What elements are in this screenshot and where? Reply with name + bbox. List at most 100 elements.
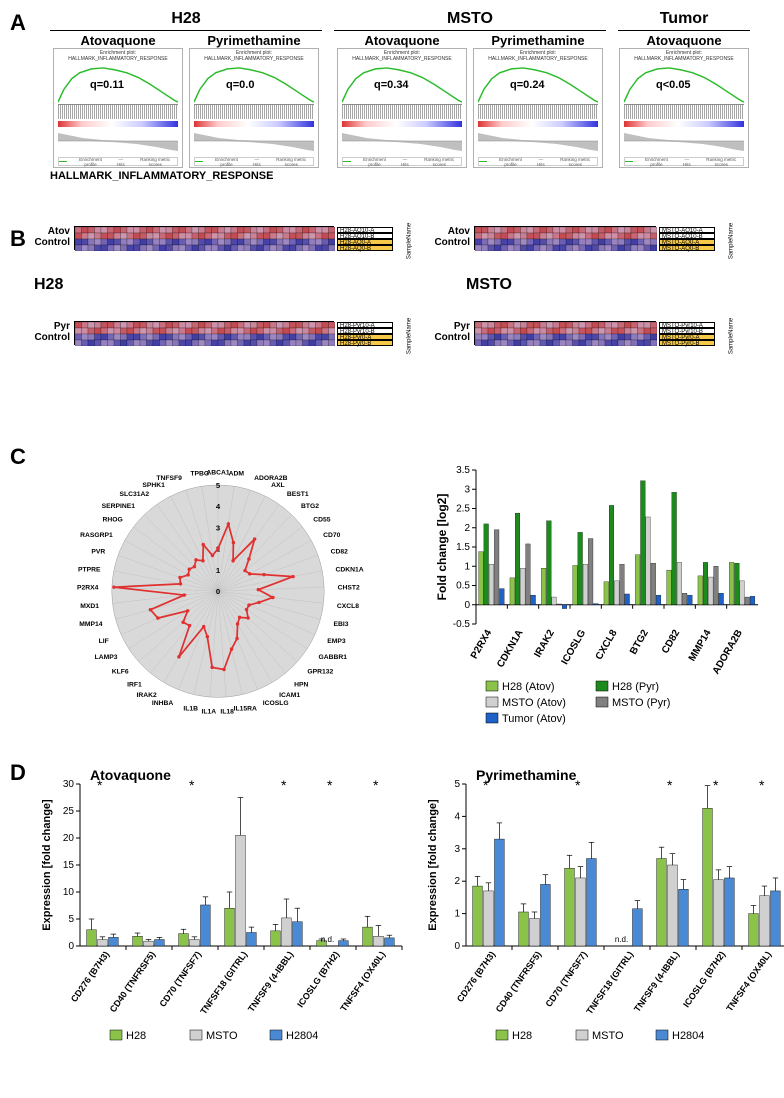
panel-d-letter: D [10,760,26,786]
svg-text:2: 2 [464,523,470,534]
svg-text:0: 0 [464,600,470,611]
svg-text:*: * [281,777,287,793]
svg-text:0: 0 [68,941,74,952]
svg-text:MSTO (Atov): MSTO (Atov) [502,697,566,709]
svg-text:LAMP3: LAMP3 [95,654,118,661]
svg-text:5: 5 [454,779,460,790]
svg-text:SPHK1: SPHK1 [142,482,165,489]
svg-text:IL18: IL18 [220,708,234,715]
svg-text:P2RX4: P2RX4 [469,628,495,661]
svg-text:3: 3 [216,523,221,532]
panel-d: D 051015202530Expression [fold change]At… [14,760,770,1080]
svg-text:SLC31A2: SLC31A2 [119,491,149,498]
svg-text:0.5: 0.5 [456,581,470,592]
svg-text:TNFSF18 (GITRL): TNFSF18 (GITRL) [584,949,635,1016]
svg-text:10: 10 [63,887,75,898]
svg-text:H28 (Atov): H28 (Atov) [502,681,555,693]
svg-text:MSTO (Pyr): MSTO (Pyr) [612,697,670,709]
svg-text:TNFSF9 (4-IBBL): TNFSF9 (4-IBBL) [632,949,681,1013]
svg-text:Pyrimethamine: Pyrimethamine [476,767,577,783]
svg-text:5: 5 [68,914,74,925]
svg-text:P2RX4: P2RX4 [77,584,99,591]
svg-text:0: 0 [216,587,220,596]
svg-text:*: * [713,777,719,793]
svg-text:MMP14: MMP14 [79,621,103,628]
svg-text:CD276 (B7H3): CD276 (B7H3) [69,949,111,1004]
svg-text:0: 0 [454,941,460,952]
svg-text:GPR132: GPR132 [307,669,333,676]
svg-text:n.d.: n.d. [615,935,628,944]
svg-text:MSTO: MSTO [592,1030,624,1042]
panel-d-pyr: 012345Expression [fold change]Pyrimetham… [424,764,784,1067]
svg-text:CXCL8: CXCL8 [337,603,359,610]
svg-text:GABBR1: GABBR1 [318,654,347,661]
svg-text:IRAK2: IRAK2 [532,628,557,660]
svg-text:*: * [189,777,195,793]
svg-text:30: 30 [63,779,75,790]
svg-text:H28: H28 [126,1030,146,1042]
svg-text:Tumor (Atov): Tumor (Atov) [502,713,566,725]
group-title: Tumor [618,10,750,28]
panel-a-groups: H28AtovaquoneEnrichment plot:HALLMARK_IN… [50,10,770,168]
svg-text:CDKN1A: CDKN1A [336,566,364,573]
drug-title: Atovaquone [619,33,749,48]
svg-text:MMP14: MMP14 [687,628,714,664]
svg-text:TNFSF4 (OX40L): TNFSF4 (OX40L) [724,949,773,1013]
gsea-plot: Enrichment plot:HALLMARK_INFLAMMATORY_RE… [473,48,603,168]
svg-text:AXL: AXL [271,482,285,489]
svg-text:*: * [97,777,103,793]
svg-text:1.5: 1.5 [456,542,470,553]
svg-text:H2804: H2804 [286,1030,318,1042]
svg-text:2.5: 2.5 [456,504,470,515]
svg-text:CDKN1A: CDKN1A [495,628,525,670]
svg-text:H2804: H2804 [672,1030,704,1042]
svg-text:HPN: HPN [294,681,308,688]
drug-title: Pyrimethamine [473,33,603,48]
heatmap-block: AtovControlMSTO-AQ10-AMSTO-AQ10-BMSTO-AQ… [474,226,656,250]
svg-text:3: 3 [464,484,470,495]
panel-d-atov: 051015202530Expression [fold change]Atov… [38,764,408,1067]
svg-text:RHOG: RHOG [103,516,123,523]
svg-text:CD70 (TNFSF7): CD70 (TNFSF7) [543,949,589,1008]
svg-text:BEST1: BEST1 [287,491,309,498]
svg-text:IL1B: IL1B [183,706,198,713]
svg-text:IL15RA: IL15RA [234,706,257,713]
svg-text:SERPINE1: SERPINE1 [102,503,136,510]
svg-text:*: * [667,777,673,793]
svg-text:ADORA2B: ADORA2B [711,628,745,676]
svg-text:3.5: 3.5 [456,465,470,476]
svg-text:1: 1 [454,909,460,920]
svg-text:*: * [327,777,333,793]
svg-text:CD70: CD70 [323,532,341,539]
panel-b-wrap: AtovControlH28-AQ10-AH28-AQ10-BH28-AQ0-A… [74,226,770,416]
panel-b: B AtovControlH28-AQ10-AH28-AQ10-BH28-AQ0… [14,226,770,416]
svg-text:PTPRE: PTPRE [78,566,101,573]
svg-text:4: 4 [454,811,460,822]
svg-text:BTG2: BTG2 [301,503,319,510]
svg-text:3: 3 [454,844,460,855]
svg-text:CHST2: CHST2 [338,584,360,591]
svg-text:CD55: CD55 [313,516,331,523]
svg-text:EMP3: EMP3 [327,638,346,645]
svg-text:MXD1: MXD1 [80,603,99,610]
panel-c: C ABCA1ADMADORA2BAXLBEST1BTG2CD55CD70CD8… [14,444,770,734]
svg-text:PVR: PVR [91,549,105,556]
msto-label: MSTO [466,276,512,294]
gsea-plot: Enrichment plot:HALLMARK_INFLAMMATORY_RE… [337,48,467,168]
heatmap-block: PyrControlMSTO-Pyr10-AMSTO-Pyr10-BMSTO-P… [474,321,656,345]
gsea-plot: Enrichment plot:HALLMARK_INFLAMMATORY_RE… [53,48,183,168]
panel-a: A H28AtovaquoneEnrichment plot:HALLMARK_… [14,10,770,182]
drug-title: Atovaquone [53,33,183,48]
panel-c-barchart: -0.500.511.522.533.5Fold change [log2]P2… [434,464,764,734]
drug-title: Atovaquone [337,33,467,48]
svg-text:n.d.: n.d. [321,935,334,944]
h28-label: H28 [34,276,63,294]
svg-text:Expression [fold change]: Expression [fold change] [427,799,439,931]
svg-text:CD70 (TNFSF7): CD70 (TNFSF7) [157,949,203,1008]
svg-text:ICAM1: ICAM1 [279,692,300,699]
svg-text:CD82: CD82 [331,549,349,556]
heatmap-block: PyrControlH28-Pyr10-AH28-Pyr10-BH28-Pyr0… [74,321,334,345]
svg-text:MSTO: MSTO [206,1030,238,1042]
svg-text:*: * [759,777,765,793]
svg-text:TPBG: TPBG [190,471,209,478]
